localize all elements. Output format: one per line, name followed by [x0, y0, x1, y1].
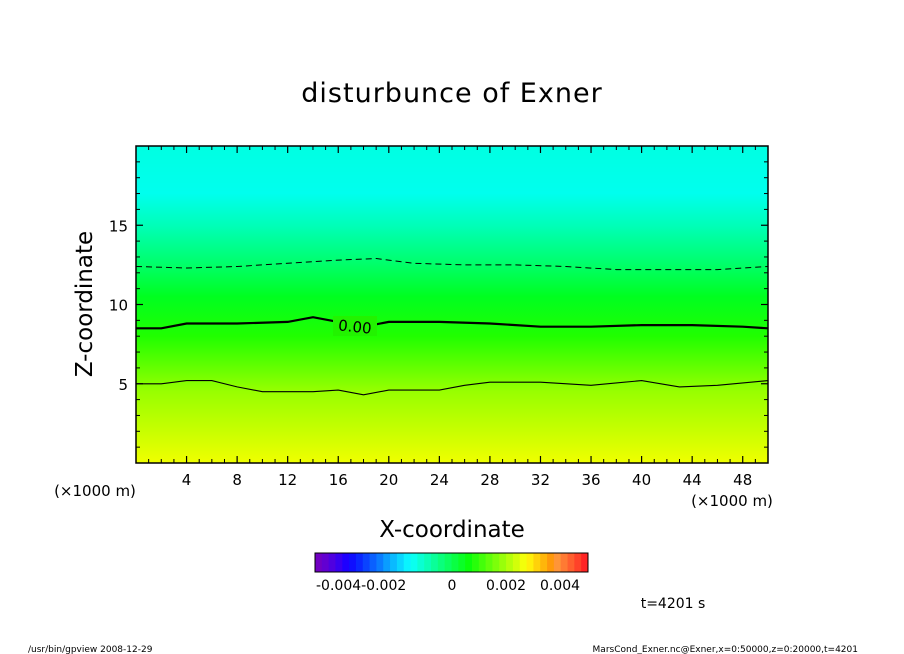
colorbar-swatch [410, 553, 418, 572]
colorbar-swatch [547, 553, 555, 572]
colorbar-swatch [519, 553, 527, 572]
x-tick-label: 28 [480, 471, 499, 489]
x-axis-label: X-coordinate [379, 517, 525, 543]
colorbar-swatch [471, 553, 480, 572]
colorbar-tick-label: 0.004 [540, 578, 580, 594]
colorbar-swatch [342, 553, 350, 572]
colorbar-swatch [390, 553, 398, 572]
colorbar-tick-label: -0.004-0.002 [316, 578, 406, 594]
x-tick-label: 48 [733, 471, 752, 489]
colorbar-swatch [553, 553, 562, 572]
colorbar-swatch [396, 553, 405, 572]
colorbar-swatch [567, 553, 575, 572]
x-unit-label-left: (×1000 m) [54, 482, 136, 500]
x-tick-label: 24 [430, 471, 449, 489]
contour-line [136, 380, 768, 396]
colorbar-swatch [444, 553, 452, 572]
colorbar-swatch [383, 553, 391, 572]
colorbar-swatch [451, 553, 459, 572]
contour-label: 0.00 [337, 316, 372, 337]
colorbar-swatch [424, 553, 432, 572]
colorbar-frame [314, 552, 589, 573]
colorbar-swatch [512, 553, 521, 572]
x-tick-label: 32 [531, 471, 550, 489]
contour-label-bg [333, 316, 377, 336]
colorbar-swatch [560, 553, 568, 572]
y-tick-label: 10 [109, 297, 128, 315]
colorbar-tick-label: 0.002 [486, 578, 526, 594]
x-tick-label: 36 [581, 471, 600, 489]
colorbar-swatch [355, 553, 364, 572]
colorbar-swatch [376, 553, 384, 572]
footer-right: MarsCond_Exner.nc@Exner,x=0:50000,z=0:20… [593, 645, 858, 654]
colorbar-swatch [328, 553, 336, 572]
colorbar-swatch [315, 553, 323, 572]
chart-title: disturbunce of Exner [301, 78, 602, 109]
colorbar-swatch [526, 553, 534, 572]
colorbar-swatch [403, 553, 411, 572]
colorbar-tick-label: 0 [448, 578, 457, 594]
colorbar-swatch [458, 553, 466, 572]
time-label: t=4201 s [641, 596, 706, 612]
contour-line [136, 316, 768, 330]
colorbar-swatch [369, 553, 377, 572]
colorbar-swatch [431, 553, 439, 572]
footer-left: /usr/bin/gpview 2008-12-29 [28, 645, 153, 654]
colorbar-swatch [362, 553, 370, 572]
colorbar-swatch [492, 553, 500, 572]
colorbar-swatch [485, 553, 493, 572]
colorbar-swatch [540, 553, 548, 572]
y-tick-label: 15 [109, 217, 128, 235]
x-tick-label: 44 [683, 471, 702, 489]
x-tick-label: 20 [379, 471, 398, 489]
contour-line [136, 257, 768, 271]
colorbar-swatch [349, 553, 357, 572]
x-tick-label: 16 [329, 471, 348, 489]
colorbar-swatch [437, 553, 446, 572]
colorbar-swatch [417, 553, 425, 572]
colorbar-swatch [574, 553, 582, 572]
colorbar-swatch [533, 553, 541, 572]
colorbar [314, 552, 589, 573]
colorbar-swatch [581, 553, 589, 572]
colorbar-swatch [506, 553, 514, 572]
colorbar-swatch [465, 553, 473, 572]
x-unit-label-right: (×1000 m) [691, 492, 773, 510]
x-tick-label: 12 [278, 471, 297, 489]
y-axis-label: Z-coordinate [72, 231, 98, 377]
x-tick-label: 8 [232, 471, 242, 489]
colorbar-swatch [499, 553, 507, 572]
y-tick-label: 5 [118, 376, 128, 394]
field-fill [136, 146, 768, 463]
x-tick-label: 40 [632, 471, 651, 489]
colorbar-swatch [478, 553, 487, 572]
x-tick-label: 4 [182, 471, 192, 489]
colorbar-swatch [321, 553, 330, 572]
colorbar-swatch [335, 553, 343, 572]
